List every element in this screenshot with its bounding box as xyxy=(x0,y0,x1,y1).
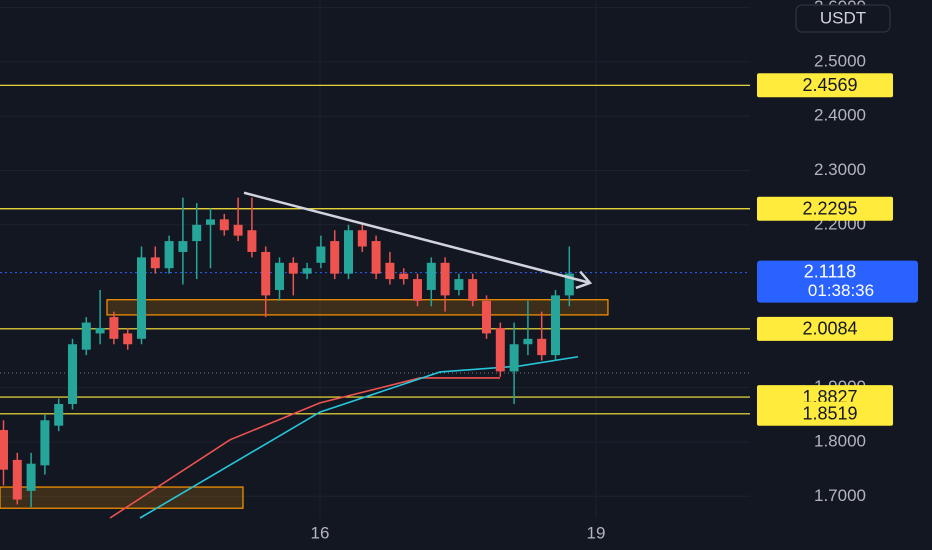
x-tick-label: 16 xyxy=(311,523,330,542)
moving-average xyxy=(109,377,501,519)
y-tick-label: 2.5000 xyxy=(814,51,866,70)
level-label: 2.0084 xyxy=(802,319,857,339)
candle-body xyxy=(233,224,243,236)
level-label-box xyxy=(757,401,893,426)
currency-label[interactable]: USDT xyxy=(820,8,866,27)
level-label: 1.8519 xyxy=(802,404,857,424)
candle-body xyxy=(247,230,257,252)
candle-body xyxy=(123,333,133,345)
plot xyxy=(0,84,750,519)
candle-body xyxy=(164,241,174,269)
candle-body xyxy=(54,403,64,426)
last-price-box xyxy=(757,260,918,303)
candle-body xyxy=(399,273,409,280)
level-label: 2.4569 xyxy=(802,75,857,95)
candle-body xyxy=(67,344,77,404)
zone xyxy=(0,486,244,509)
candle-body xyxy=(206,219,216,225)
candle-body xyxy=(26,463,36,491)
candle-body xyxy=(413,279,423,301)
candle-body xyxy=(288,262,298,274)
candle-body xyxy=(344,230,354,274)
candle-body xyxy=(109,317,119,339)
price-axis: 2.60002.50002.40002.30002.20001.90001.80… xyxy=(311,0,918,542)
trendline-arrow xyxy=(575,270,593,290)
candle-body xyxy=(178,241,188,252)
last-price-label: 2.1118 xyxy=(804,261,856,281)
candle-body xyxy=(509,344,519,372)
candle-body xyxy=(371,241,381,274)
countdown-label: 01:38:36 xyxy=(808,281,874,300)
candle-body xyxy=(12,459,22,500)
x-tick-label: 19 xyxy=(587,523,606,542)
candle-body xyxy=(150,257,160,269)
candle-body xyxy=(385,262,395,280)
level-label: 2.2295 xyxy=(802,199,857,219)
candle-body xyxy=(0,430,8,470)
y-tick-label: 1.8000 xyxy=(814,431,866,450)
candle-body xyxy=(495,327,505,372)
candle-body xyxy=(330,241,340,274)
moving-average xyxy=(139,355,579,519)
candle-body xyxy=(357,230,367,247)
currency-box[interactable] xyxy=(795,4,891,33)
candle-body xyxy=(192,224,202,242)
y-tick-label: 2.4000 xyxy=(814,106,866,125)
candle-body xyxy=(136,257,146,339)
candle-body xyxy=(275,262,285,290)
candle-body xyxy=(564,273,574,296)
level-label-box xyxy=(757,196,893,221)
candle-body xyxy=(316,246,326,263)
candle-body xyxy=(523,338,533,345)
candle-body xyxy=(219,219,229,231)
trendline xyxy=(243,191,591,285)
y-tick-label: 2.3000 xyxy=(814,160,866,179)
grid xyxy=(0,0,750,518)
candle-body xyxy=(426,262,436,290)
candle-body xyxy=(440,262,450,296)
level-label-box xyxy=(757,73,893,98)
candle-body xyxy=(302,268,312,274)
level-label-box xyxy=(757,316,893,341)
candle-body xyxy=(551,295,561,356)
zone xyxy=(106,299,609,316)
candle-body xyxy=(81,322,91,350)
candle-body xyxy=(482,300,492,334)
candle-body xyxy=(40,420,50,466)
candle-body xyxy=(537,338,547,356)
candle-body xyxy=(454,279,464,290)
candle-body xyxy=(95,327,105,334)
candle-body xyxy=(468,279,478,301)
candle-body xyxy=(261,251,271,296)
y-tick-label: 1.7000 xyxy=(814,486,866,505)
